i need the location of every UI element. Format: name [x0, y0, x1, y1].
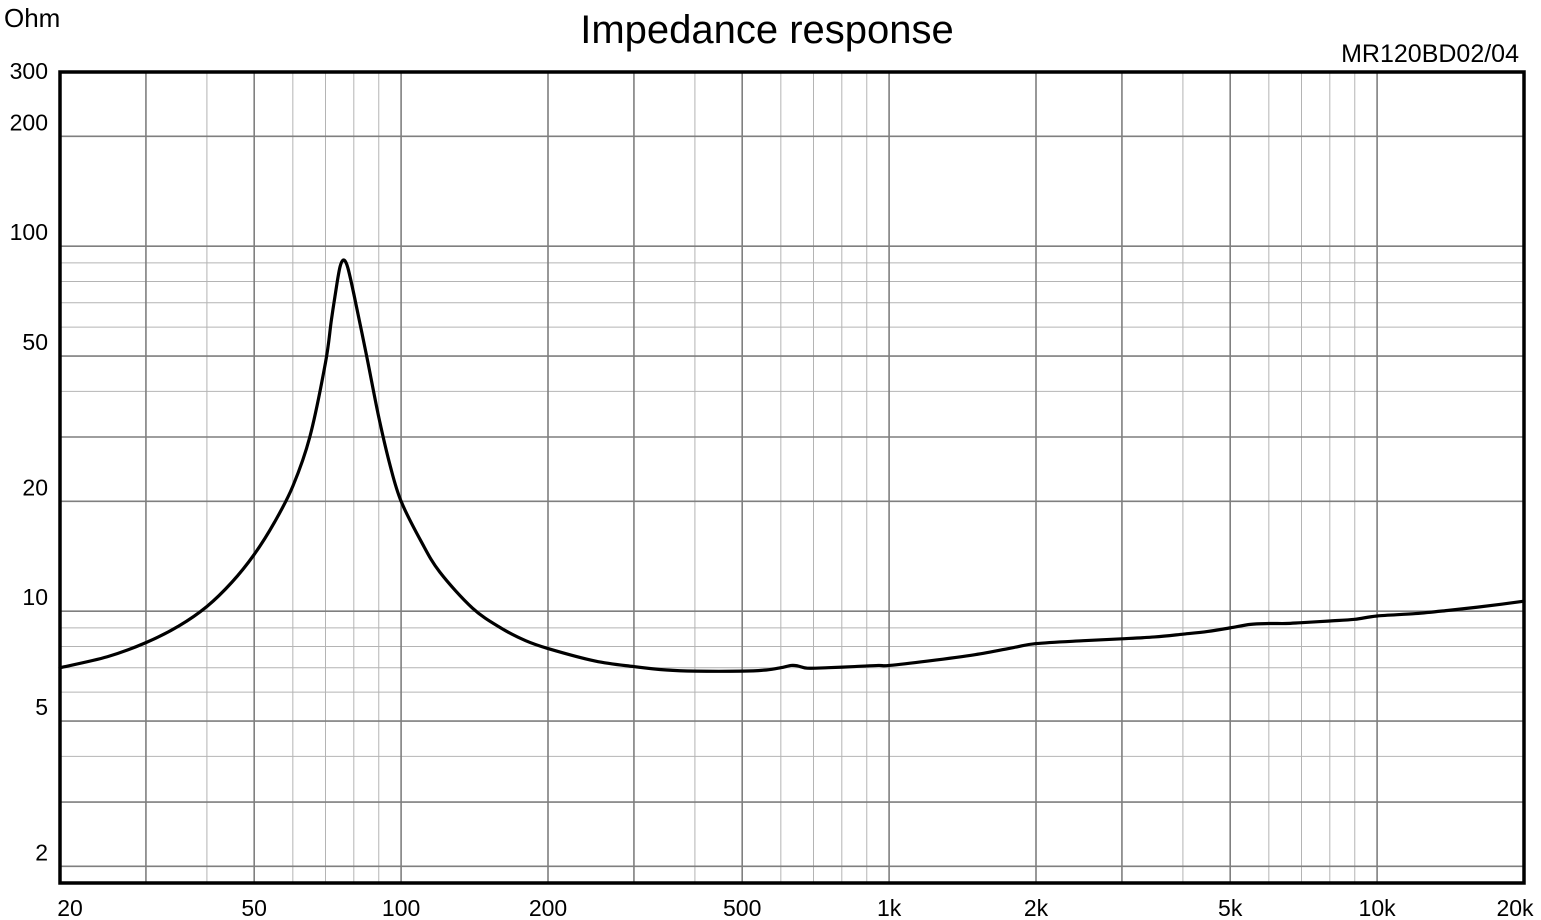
- y-tick-label: 100: [10, 219, 48, 245]
- x-tick-label: 2k: [1024, 895, 1049, 920]
- x-tick-label: 50: [241, 895, 267, 920]
- major-gridlines: [60, 72, 1524, 883]
- x-tick-label: 20: [57, 895, 83, 920]
- plot-frame: [58, 70, 1526, 885]
- y-axis-tick-labels: 2 5 10 20 50 100 200 300: [10, 58, 48, 865]
- y-axis-unit-label: Ohm: [4, 3, 60, 33]
- chart-title: Impedance response: [580, 8, 954, 52]
- x-tick-label: 10k: [1359, 895, 1397, 920]
- minor-gridlines: [60, 72, 1524, 883]
- y-tick-label: 200: [10, 109, 48, 135]
- model-label: MR120BD02/04: [1341, 40, 1519, 68]
- x-tick-label: 500: [723, 895, 761, 920]
- x-axis-tick-labels: 20 50 100 200 500 1k 2k 5k 10k 20k: [57, 895, 1534, 920]
- x-tick-label: 100: [382, 895, 420, 920]
- series-layer: [58, 258, 1526, 673]
- y-tick-label: 300: [10, 58, 48, 84]
- impedance-curve: [58, 258, 1526, 673]
- y-tick-label: 10: [22, 584, 48, 610]
- x-tick-label: 200: [529, 895, 567, 920]
- y-tick-label: 2: [35, 839, 48, 865]
- x-tick-label: 1k: [877, 895, 902, 920]
- y-tick-label: 50: [22, 329, 48, 355]
- x-tick-label: 5k: [1218, 895, 1243, 920]
- y-tick-label: 20: [22, 474, 48, 500]
- x-tick-label: 20k: [1496, 895, 1534, 920]
- y-tick-label: 5: [35, 694, 48, 720]
